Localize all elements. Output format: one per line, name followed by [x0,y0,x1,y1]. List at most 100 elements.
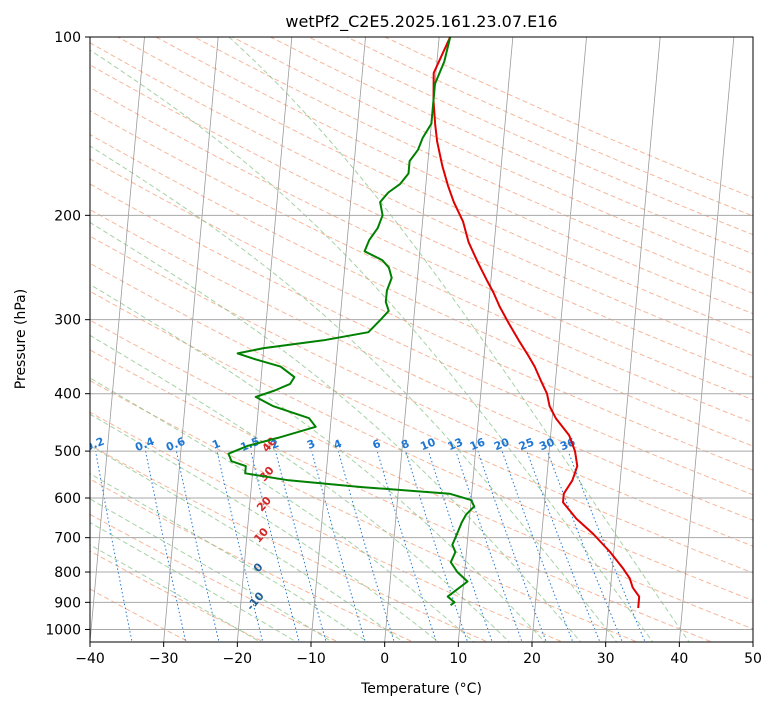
dry-adiabat-label: 0 [251,560,266,575]
dry-adiabat [90,134,753,447]
isobar-gridlines [90,37,753,630]
dry-adiabat-label: 30 [257,464,277,484]
isotherm [605,37,661,642]
dry-adiabat [90,550,265,642]
moist-adiabat [90,521,298,642]
mixing-ratio-line [376,450,437,642]
dry-adiabat-label: 20 [254,494,274,514]
y-tick-label: 100 [54,30,81,46]
dry-adiabat [90,588,190,642]
dry-adiabat [90,235,753,547]
dry-adiabat [270,37,753,255]
mixing-ratio-line [275,450,327,642]
y-tick-label: 900 [54,595,81,611]
plot-frame [89,36,754,643]
y-tick-label: 400 [54,387,81,403]
mixing-ratio-label: 10 [418,435,437,453]
dry-adiabat [117,37,753,336]
moist-adiabat [90,413,440,642]
mixing-ratio-line [405,450,469,642]
chart-title: wetPf2_C2E5.2025.161.23.07.E16 [285,12,557,32]
isotherm [384,37,440,642]
moist-adiabat [90,544,262,642]
y-tick-label: 800 [54,565,81,581]
x-tick-label: 30 [597,651,615,667]
mixing-ratio-line [337,450,395,642]
dry-adiabat-label: 10 [251,525,271,545]
dry-adiabats [90,37,753,642]
x-tick-label: 10 [449,651,467,667]
moist-adiabat [90,221,582,642]
isotherm [752,637,753,642]
isotherm [531,37,587,642]
mixing-ratio-line [95,451,133,642]
mixing-ratio-line [145,451,187,642]
mixing-ratio-line [501,450,574,642]
mixing-ratio-label: 2 [269,437,281,452]
mixing-ratio-line [49,451,83,644]
moist-adiabats [90,37,690,642]
isotherm [678,37,735,642]
mixing-ratio-label: 20 [492,435,511,453]
mixing-ratio-line [546,450,623,642]
mixing-ratio-line [175,450,220,642]
isotherm [310,37,366,642]
y-tick-label: 1000 [45,622,81,638]
mixing-ratio-label: 8 [399,437,411,452]
moist-adiabat [90,445,404,642]
dry-adiabat [90,183,753,496]
dry-adiabat [90,290,753,602]
x-tick-label: 20 [523,651,541,667]
mixing-ratio-label: 25 [517,436,536,454]
y-tick-label: 200 [54,208,81,224]
mixing-ratio-label: 1 [210,437,222,452]
dry-adiabat [193,37,753,294]
dry-adiabat [155,37,753,315]
mixing-ratio-line [311,450,366,642]
temperature-line [432,37,641,609]
isotherm [163,37,219,642]
dry-adiabat [346,37,753,217]
dry-adiabat [90,110,753,424]
mixing-ratio-line [526,450,601,642]
isotherm [236,37,293,642]
dry-adiabat-label: -10 [244,589,267,613]
mixing-ratio-line [250,450,300,642]
dry-adiabat [90,86,753,401]
dry-adiabat [90,158,753,471]
dry-adiabat [384,37,753,199]
y-axis: 100 200 300 400 500 600 700 800 900 1000 [45,30,90,638]
x-tick-label: 0 [380,651,389,667]
sounding-series [227,37,641,609]
x-tick-label: 50 [744,651,762,667]
mixing-ratio-label: 4 [332,437,344,452]
dry-adiabat [90,478,415,642]
mixing-ratio-line [477,450,547,642]
dry-adiabat [90,319,753,630]
x-axis: −40 −30 −20 −10 0 10 20 30 40 50 [75,642,762,667]
moist-adiabat [228,37,690,642]
mixing-ratio-label: 36 [558,435,577,453]
moist-adiabat [90,283,546,642]
mixing-ratio-label: 6 [371,437,383,452]
dry-adiabat [90,209,753,521]
mixing-ratio-label: 3 [305,437,317,452]
moist-adiabat [90,498,334,642]
x-tick-label: −20 [223,651,253,667]
mixing-ratio-label: 16 [468,435,487,453]
dry-adiabat [90,262,753,574]
isotherm [457,37,514,642]
y-tick-label: 500 [54,444,81,460]
x-tick-label: 40 [670,651,688,667]
mixing-ratio-line [216,450,264,642]
y-tick-label: 300 [54,313,81,329]
y-tick-label: 600 [54,491,81,507]
mixing-ratio-label: 30 [537,435,556,453]
x-tick-label: −40 [75,651,105,667]
y-axis-title: Pressure (hPa) [13,289,29,389]
moist-adiabat [90,145,618,642]
isotherms [90,37,753,642]
